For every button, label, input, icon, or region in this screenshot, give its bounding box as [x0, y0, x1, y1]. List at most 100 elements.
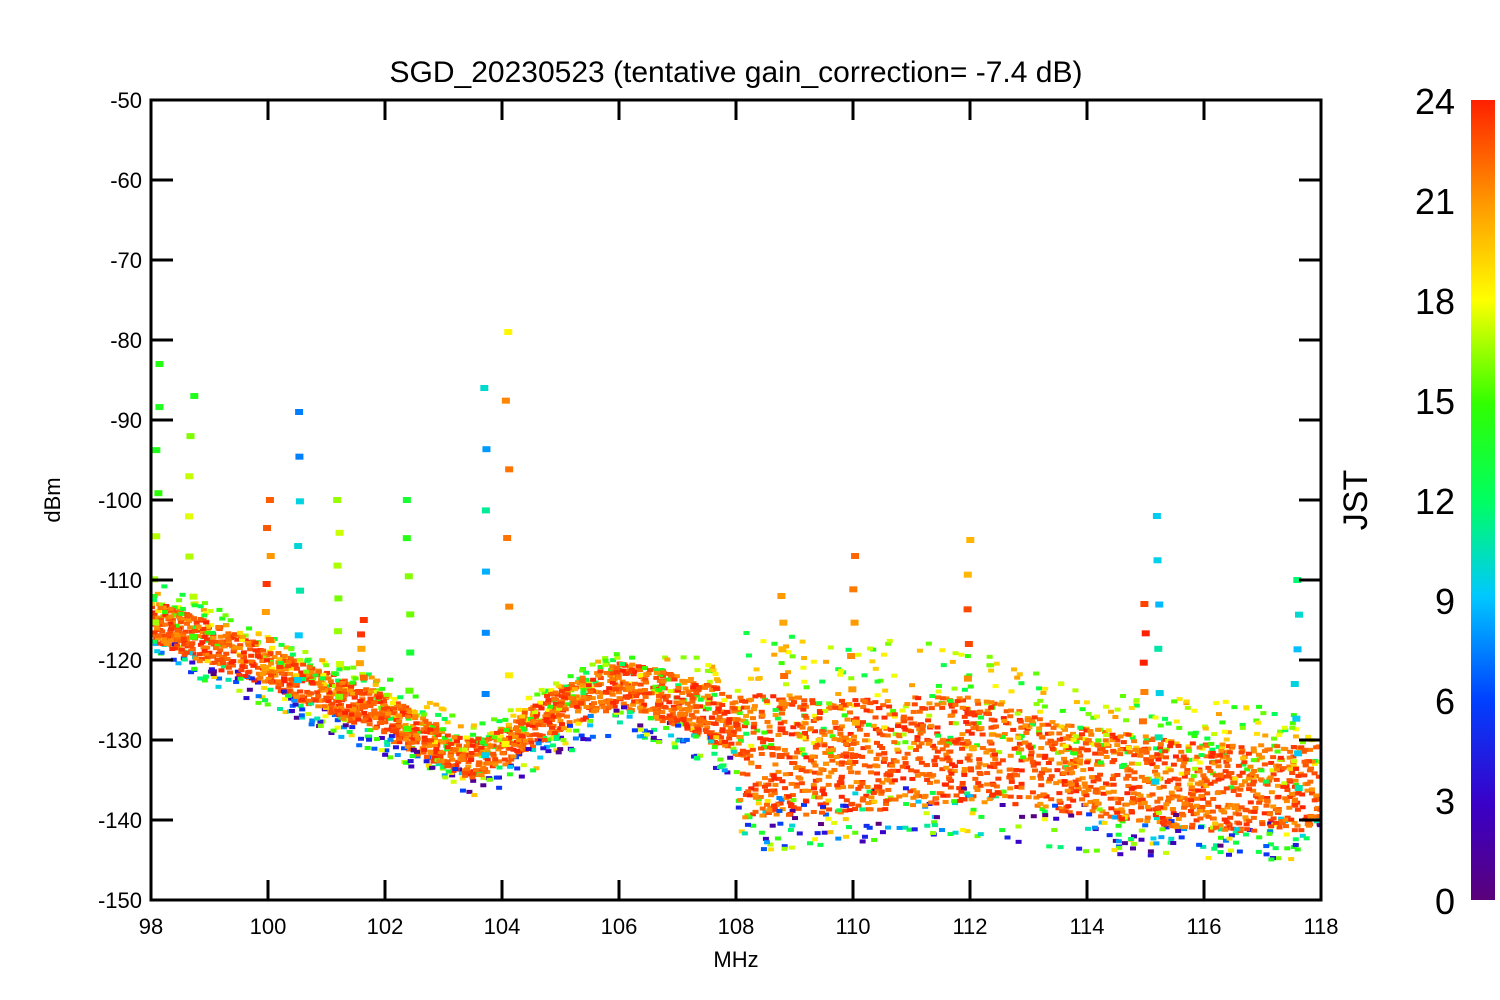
scatter-point — [1176, 725, 1183, 730]
scatter-point — [679, 690, 686, 695]
spike-point — [186, 433, 195, 440]
scatter-point — [1205, 814, 1212, 819]
scatter-point — [575, 721, 582, 726]
colorbar-tick-label: 18 — [1415, 281, 1455, 322]
scatter-point — [1276, 821, 1283, 826]
scatter-point — [1057, 779, 1064, 784]
scatter-point — [1200, 844, 1207, 849]
scatter-point — [902, 740, 909, 745]
scatter-point — [831, 820, 838, 825]
scatter-point — [579, 668, 586, 673]
scatter-point — [671, 716, 678, 721]
scatter-point — [866, 825, 873, 830]
x-tick-label: 110 — [835, 914, 870, 939]
y-tick-label: -60 — [110, 168, 142, 193]
scatter-point — [444, 720, 451, 725]
scatter-point — [609, 671, 616, 676]
scatter-point — [967, 684, 974, 689]
scatter-point — [789, 808, 796, 813]
scatter-point — [1213, 843, 1220, 848]
scatter-point — [433, 722, 440, 727]
scatter-point — [743, 631, 750, 636]
scatter-point — [1048, 739, 1055, 744]
scatter-point — [853, 780, 860, 785]
scatter-point — [200, 608, 207, 613]
scatter-point — [894, 747, 901, 752]
scatter-point — [848, 747, 855, 752]
scatter-point — [179, 592, 186, 597]
scatter-point — [1156, 785, 1163, 790]
scatter-point — [1125, 732, 1132, 737]
scatter-point — [1064, 767, 1071, 772]
scatter-point — [940, 793, 947, 798]
scatter-point — [859, 720, 866, 725]
scatter-point — [175, 605, 182, 610]
scatter-point — [512, 734, 519, 739]
scatter-point — [737, 738, 744, 743]
scatter-point — [277, 707, 284, 712]
scatter-point — [315, 669, 322, 674]
scatter-point — [964, 756, 971, 761]
scatter-point — [560, 703, 567, 708]
scatter-point — [891, 712, 898, 717]
scatter-point — [1081, 781, 1088, 786]
scatter-point — [803, 812, 810, 817]
scatter-point — [1124, 791, 1131, 796]
scatter-point — [1268, 857, 1275, 862]
scatter-point — [939, 767, 946, 772]
scatter-point — [1173, 741, 1180, 746]
scatter-point — [683, 737, 690, 742]
scatter-point — [372, 682, 379, 687]
scatter-point — [741, 724, 748, 729]
scatter-point — [867, 701, 874, 706]
scatter-point — [282, 697, 289, 702]
scatter-point — [837, 727, 844, 732]
scatter-point — [1180, 754, 1187, 759]
scatter-point — [406, 735, 413, 740]
scatter-point — [976, 711, 983, 716]
scatter-point — [1095, 727, 1102, 732]
scatter-point — [1250, 758, 1257, 763]
scatter-point — [603, 670, 610, 675]
scatter-point — [346, 704, 353, 709]
scatter-point — [372, 689, 379, 694]
scatter-point — [1208, 754, 1215, 759]
scatter-point — [893, 759, 900, 764]
scatter-point — [891, 740, 898, 745]
scatter-point — [603, 709, 610, 714]
scatter-point — [1158, 835, 1165, 840]
scatter-point — [1106, 833, 1113, 838]
scatter-point — [374, 678, 381, 683]
scatter-point — [1137, 793, 1144, 798]
scatter-point — [335, 687, 342, 692]
spike-point — [964, 641, 973, 647]
scatter-point — [1283, 784, 1290, 789]
scatter-point — [1093, 848, 1100, 853]
scatter-point — [810, 783, 817, 788]
scatter-point — [476, 760, 483, 765]
scatter-point — [252, 648, 259, 653]
scatter-point — [682, 711, 689, 716]
scatter-point — [734, 752, 741, 757]
scatter-point — [811, 795, 818, 800]
scatter-point — [1159, 815, 1166, 820]
scatter-point — [1242, 779, 1249, 784]
scatter-point — [422, 720, 429, 725]
scatter-point — [799, 766, 806, 771]
scatter-point — [392, 745, 399, 750]
scatter-point — [752, 792, 759, 797]
scatter-point — [569, 703, 576, 708]
scatter-point — [1064, 788, 1071, 793]
scatter-point — [1278, 816, 1285, 821]
scatter-point — [325, 699, 332, 704]
scatter-point — [620, 701, 627, 706]
scatter-point — [1173, 719, 1180, 724]
scatter-point — [440, 727, 447, 732]
scatter-point — [1303, 814, 1310, 819]
scatter-point — [953, 793, 960, 798]
scatter-point — [1181, 796, 1188, 801]
scatter-point — [1126, 750, 1133, 755]
scatter-point — [1212, 773, 1219, 778]
scatter-point — [580, 695, 587, 700]
scatter-point — [237, 676, 244, 681]
